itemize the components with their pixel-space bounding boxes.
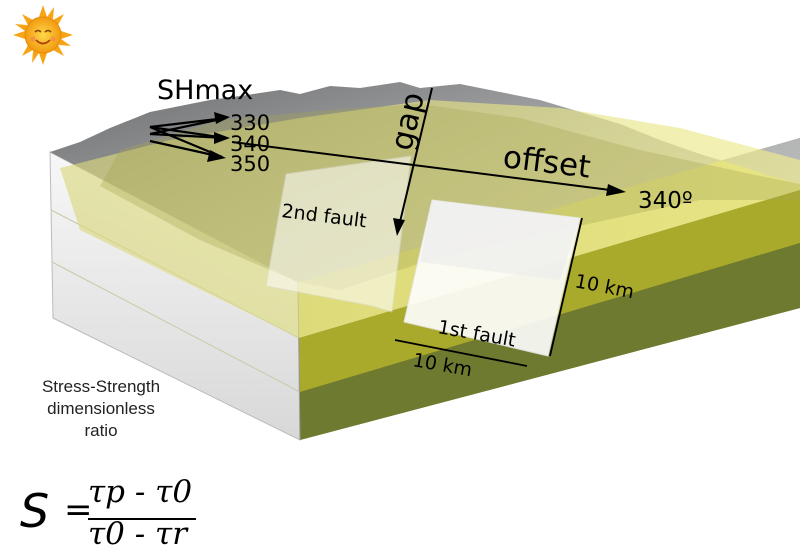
shmax-angle-330: 330 <box>230 111 270 135</box>
formula-symbol: S <box>20 484 50 538</box>
shmax-angle-350: 350 <box>230 152 270 176</box>
formula-fraction-bar <box>88 518 196 520</box>
formula-numerator: τp - τ0 <box>88 474 193 510</box>
formula-denominator: τ0 - τr <box>88 516 188 552</box>
formula-equals: = <box>64 490 93 530</box>
shmax-angle-340: 340 <box>230 132 270 156</box>
gap-arrow-line <box>398 87 433 227</box>
caption-line-1: Stress-Strength <box>41 377 161 396</box>
gap-arrowhead <box>393 218 405 236</box>
sun-icon <box>13 5 73 65</box>
first-fault-shadow <box>420 200 580 280</box>
left-layer-line-2 <box>51 261 301 393</box>
offset-arrowhead <box>606 184 626 196</box>
offset-arrow-line <box>231 141 619 192</box>
length-dimension-line <box>394 339 528 367</box>
caption-block: Stress-Strength dimensionless ratio <box>8 376 194 442</box>
offset-angle-label: 340º <box>638 188 693 214</box>
caption-line-3: ratio <box>84 421 118 440</box>
caption-line-2: dimensionless <box>47 399 155 418</box>
second-fault-plane <box>265 155 412 313</box>
depth-dimension-line <box>549 217 583 357</box>
stress-ratio-formula: S = τp - τ0 τ0 - τr <box>20 474 210 554</box>
shmax-title: SHmax <box>157 75 253 106</box>
shmax-arrowheads <box>207 112 230 162</box>
